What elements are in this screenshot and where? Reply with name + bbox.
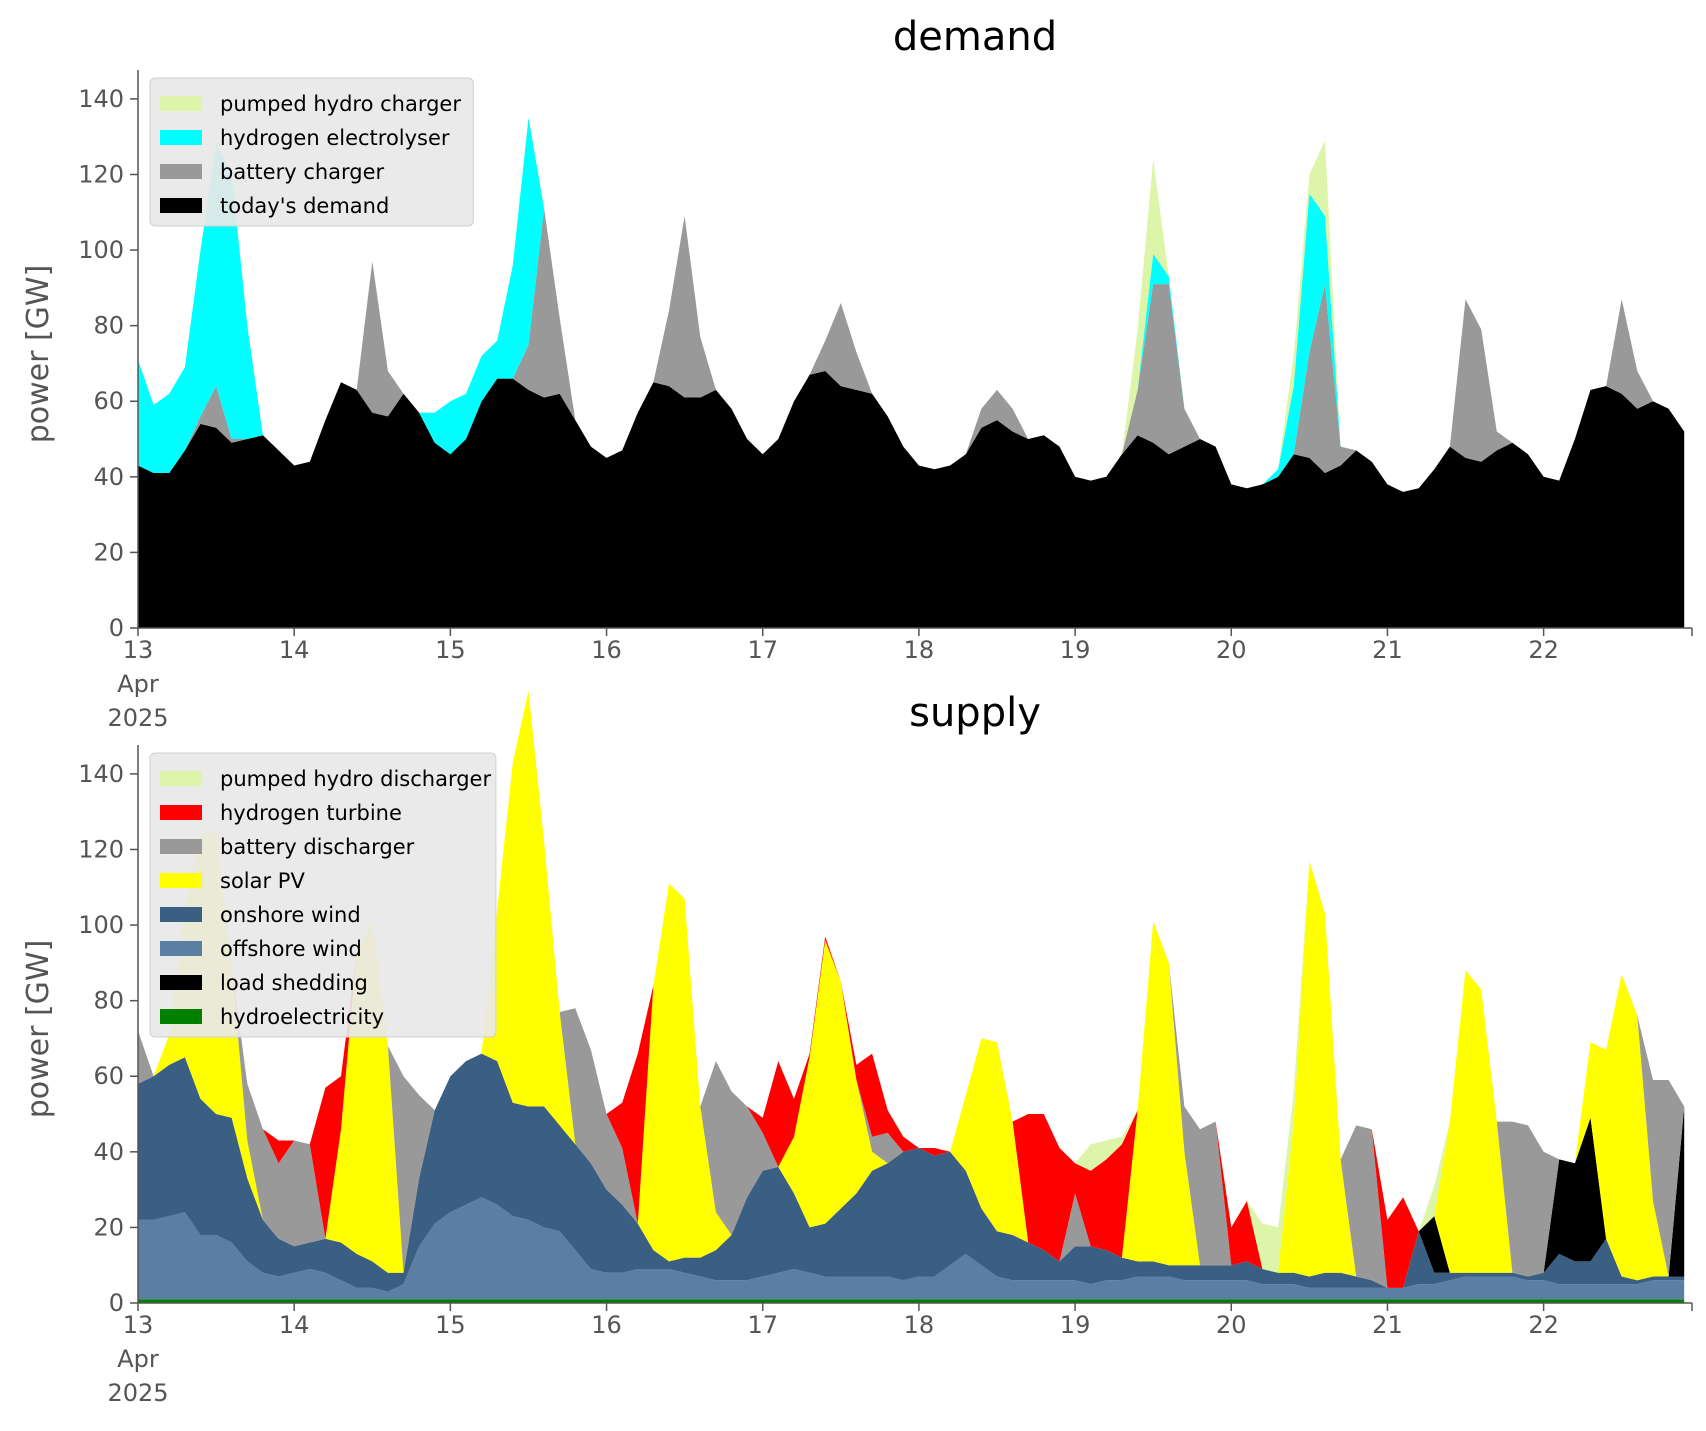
- legend-swatch-pumped-hydro-charger: [160, 96, 202, 111]
- y-tick-label: 60: [93, 1062, 124, 1090]
- x-tick-label: 13: [123, 1311, 154, 1339]
- chart-demand: demand power [GW] 0 20 40 60 80 100 120 140 13 Apr 2…: [21, 14, 1693, 732]
- legend-label-battery-charger: battery charger: [220, 160, 385, 184]
- x-tick-label: 21: [1372, 1311, 1403, 1339]
- series-today-s-demand: [138, 371, 1685, 628]
- y-axis-label: power [GW]: [21, 265, 56, 444]
- x-tick-label: 2025: [107, 1379, 168, 1407]
- series-onshore-wind: [138, 1053, 1685, 1292]
- legend-swatch-today-s-demand: [160, 198, 202, 213]
- legend: pumped hydro charger hydrogen electrolyse…: [149, 77, 474, 227]
- y-tick-label: 80: [93, 312, 124, 340]
- x-tick-label: 13: [123, 636, 154, 664]
- x-tick-label: 19: [1060, 1311, 1091, 1339]
- chart-supply: supply power [GW] 0 20 40 60 80 100 120 140 13 Apr 2…: [21, 690, 1693, 1407]
- series-areas: [138, 117, 1685, 628]
- x-tick-label: 18: [904, 1311, 935, 1339]
- x-tick-label: 16: [591, 636, 622, 664]
- legend: pumped hydro discharger hydrogen turbine b…: [149, 752, 497, 1038]
- x-tick-label: 21: [1372, 636, 1403, 664]
- y-tick-label: 120: [78, 835, 124, 863]
- y-tick-label: 60: [93, 387, 124, 415]
- x-tick-label: 18: [904, 636, 935, 664]
- legend-label-hydrogen-turbine: hydrogen turbine: [220, 801, 402, 825]
- x-tick-label: 17: [747, 636, 778, 664]
- y-tick-label: 0: [109, 1289, 124, 1317]
- y-tick-label: 40: [93, 1138, 124, 1166]
- legend-label-onshore-wind: onshore wind: [220, 903, 361, 927]
- x-tick-label: 20: [1216, 1311, 1247, 1339]
- y-tick-label: 100: [78, 236, 124, 264]
- legend-label-battery-discharger: battery discharger: [220, 835, 415, 859]
- legend-label-pumped-hydro-charger: pumped hydro charger: [220, 92, 461, 116]
- y-tick-label: 0: [109, 614, 124, 642]
- x-tick-label: Apr: [117, 1345, 159, 1373]
- legend-swatch-hydrogen-electrolyser: [160, 130, 202, 145]
- y-tick-label: 120: [78, 160, 124, 188]
- legend-label-solar-pv: solar PV: [220, 869, 305, 893]
- series-battery-discharger: [138, 690, 1685, 1288]
- legend-swatch-hydroelectricity: [160, 1009, 202, 1024]
- series-solar-pv: [138, 690, 1685, 1288]
- series-hydrogen-electrolyser: [138, 117, 1685, 492]
- legend-swatch-hydrogen-turbine: [160, 805, 202, 820]
- x-tick-label: 14: [279, 636, 310, 664]
- series-offshore-wind: [138, 1197, 1685, 1300]
- y-tick-label: 140: [78, 760, 124, 788]
- legend-swatch-battery-charger: [160, 164, 202, 179]
- x-tick-label: 14: [279, 1311, 310, 1339]
- y-tick-label: 140: [78, 85, 124, 113]
- x-tick-label: 19: [1060, 636, 1091, 664]
- legend-label-hydrogen-electrolyser: hydrogen electrolyser: [220, 126, 450, 150]
- x-tick-label: 20: [1216, 636, 1247, 664]
- series-hydroelectricity: [138, 1299, 1685, 1303]
- legend-swatch-onshore-wind: [160, 907, 202, 922]
- x-tick-label: 15: [435, 636, 466, 664]
- legend-swatch-battery-discharger: [160, 839, 202, 854]
- x-tick-label: 22: [1528, 636, 1559, 664]
- legend-label-today-s-demand: today's demand: [220, 194, 389, 218]
- chart-title: demand: [893, 14, 1057, 60]
- x-tick-label: 16: [591, 1311, 622, 1339]
- legend-label-hydroelectricity: hydroelectricity: [220, 1005, 384, 1029]
- series-areas: [138, 690, 1685, 1303]
- chart-title: supply: [909, 690, 1041, 736]
- x-tick-label: Apr: [117, 670, 159, 698]
- y-axis-label: power [GW]: [21, 940, 56, 1119]
- y-tick-label: 20: [93, 1213, 124, 1241]
- x-tick-label: 15: [435, 1311, 466, 1339]
- y-tick-label: 20: [93, 538, 124, 566]
- y-tick-label: 80: [93, 987, 124, 1015]
- legend-swatch-load-shedding: [160, 975, 202, 990]
- y-tick-label: 40: [93, 463, 124, 491]
- legend-frame: [149, 752, 497, 1038]
- x-tick-label: 22: [1528, 1311, 1559, 1339]
- legend-label-offshore-wind: offshore wind: [220, 937, 362, 961]
- legend-label-pumped-hydro-discharger: pumped hydro discharger: [220, 767, 491, 791]
- x-tick-label: 17: [747, 1311, 778, 1339]
- legend-swatch-pumped-hydro-discharger: [160, 771, 202, 786]
- x-tick-label: 2025: [107, 704, 168, 732]
- y-tick-label: 100: [78, 911, 124, 939]
- legend-swatch-solar-pv: [160, 873, 202, 888]
- legend-label-load-shedding: load shedding: [220, 971, 368, 995]
- legend-swatch-offshore-wind: [160, 941, 202, 956]
- legend-frame: [149, 77, 474, 227]
